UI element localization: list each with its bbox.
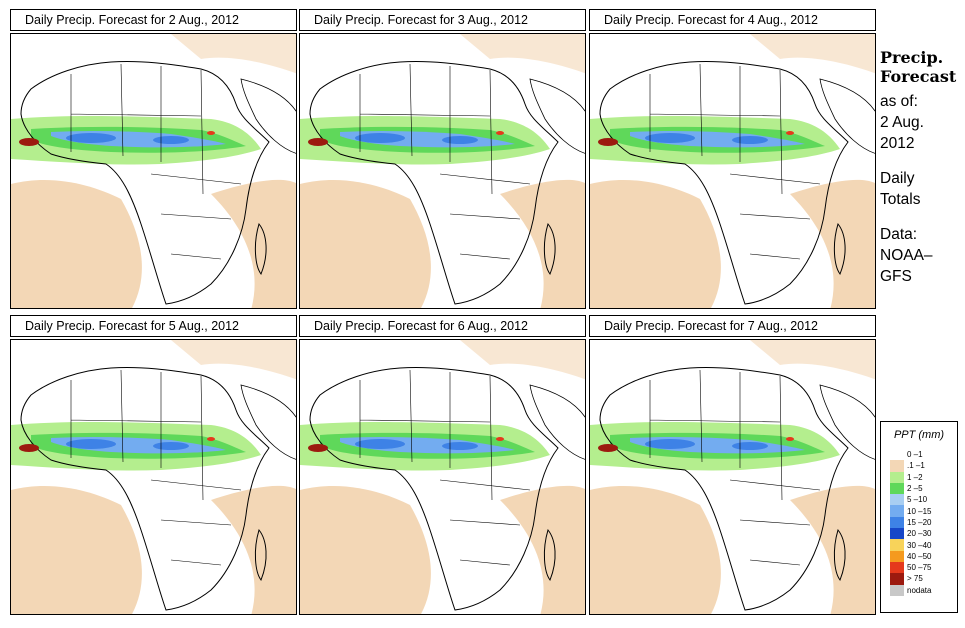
- legend-label: > 75: [907, 574, 923, 584]
- legend-swatch: [890, 561, 904, 574]
- ppt-legend: PPT (mm) 0 –1.1 –1 1 –2 2 –5 5 –10 10 –15 15 …: [880, 421, 958, 613]
- legend-swatch: [890, 516, 904, 529]
- asof-line2: 2 Aug.: [880, 114, 924, 131]
- panel-title: Daily Precip. Forecast for 6 Aug., 2012: [299, 315, 586, 337]
- legend-row: .1 –1: [890, 460, 931, 472]
- legend-label: 5 –10: [907, 495, 928, 505]
- precip-map: [299, 33, 586, 309]
- legend-title: PPT (mm): [893, 429, 945, 441]
- legend-swatch: [890, 573, 904, 585]
- forecast-panel-day6: Daily Precip. Forecast for 7 Aug., 2012: [589, 315, 876, 615]
- legend-label: 30 –40: [907, 540, 932, 550]
- legend-label: 50 –75: [907, 563, 932, 573]
- legend-label: .1 –1: [907, 461, 925, 471]
- legend-row: 30 –40: [890, 539, 932, 551]
- daily-line2: Totals: [880, 191, 921, 208]
- legend-swatch: [890, 505, 904, 517]
- legend-row: nodata: [890, 584, 932, 596]
- forecast-info: Precip. Forecast as of: 2 Aug. 2012 Dail…: [880, 48, 964, 287]
- legend-row: 40 –50: [890, 550, 932, 562]
- panel-title: Daily Precip. Forecast for 3 Aug., 2012: [299, 9, 586, 31]
- legend-row: 1 –2: [890, 471, 931, 483]
- legend-label: 20 –30: [907, 529, 932, 539]
- legend-swatch: [890, 584, 904, 596]
- legend-label: 2 –5: [907, 484, 923, 494]
- legend-label: 0 –1: [907, 450, 923, 460]
- legend-label: nodata: [907, 585, 932, 595]
- precip-map: [589, 33, 876, 309]
- legend-row: 50 –75: [890, 561, 932, 574]
- daily-line1: Daily: [880, 170, 915, 187]
- side-title-line1: Precip.: [880, 48, 944, 67]
- legend-label: 40 –50: [907, 551, 932, 561]
- data-line3: GFS: [880, 268, 912, 285]
- panel-title: Daily Precip. Forecast for 5 Aug., 2012: [10, 315, 297, 337]
- legend-row: 0 –1: [890, 449, 931, 461]
- legend-row: 20 –30: [890, 528, 932, 540]
- legend-row: 5 –10: [890, 494, 931, 506]
- legend-label: 1 –2: [907, 472, 923, 482]
- asof-line3: 2012: [880, 135, 915, 152]
- precip-map: [10, 33, 297, 309]
- legend-swatch: [890, 494, 904, 506]
- panel-title: Daily Precip. Forecast for 7 Aug., 2012: [589, 315, 876, 337]
- side-title-line2: Forecast: [880, 67, 957, 86]
- forecast-panel-day1: Daily Precip. Forecast for 2 Aug., 2012: [10, 9, 297, 309]
- legend-swatch: [890, 539, 904, 551]
- data-line2: NOAA–: [880, 247, 933, 264]
- legend-row: 10 –15: [890, 505, 932, 517]
- legend-label: 15 –20: [907, 517, 932, 527]
- legend-swatch: [890, 550, 904, 562]
- panel-title: Daily Precip. Forecast for 2 Aug., 2012: [10, 9, 297, 31]
- precip-map: [299, 339, 586, 615]
- legend-row: > 75: [890, 573, 931, 585]
- precip-map: [589, 339, 876, 615]
- legend-swatch: [890, 449, 904, 461]
- legend-swatch: [890, 460, 904, 472]
- asof-line1: as of:: [880, 93, 918, 110]
- legend-row: 15 –20: [890, 516, 932, 529]
- legend-label: 10 –15: [907, 506, 932, 516]
- legend-items: 0 –1.1 –1 1 –2 2 –5 5 –10 10 –15 15 –20 20 –30…: [890, 449, 931, 596]
- legend-swatch: [890, 528, 904, 540]
- forecast-panel-day5: Daily Precip. Forecast for 6 Aug., 2012: [299, 315, 586, 615]
- forecast-panel-day3: Daily Precip. Forecast for 4 Aug., 2012: [589, 9, 876, 309]
- legend-row: 2 –5: [890, 482, 931, 495]
- precip-map: [10, 339, 297, 615]
- panel-title: Daily Precip. Forecast for 4 Aug., 2012: [589, 9, 876, 31]
- forecast-panel-day4: Daily Precip. Forecast for 5 Aug., 2012: [10, 315, 297, 615]
- legend-swatch: [890, 471, 904, 483]
- legend-swatch: [890, 482, 904, 495]
- data-line1: Data:: [880, 226, 918, 243]
- forecast-panel-day2: Daily Precip. Forecast for 3 Aug., 2012: [299, 9, 586, 309]
